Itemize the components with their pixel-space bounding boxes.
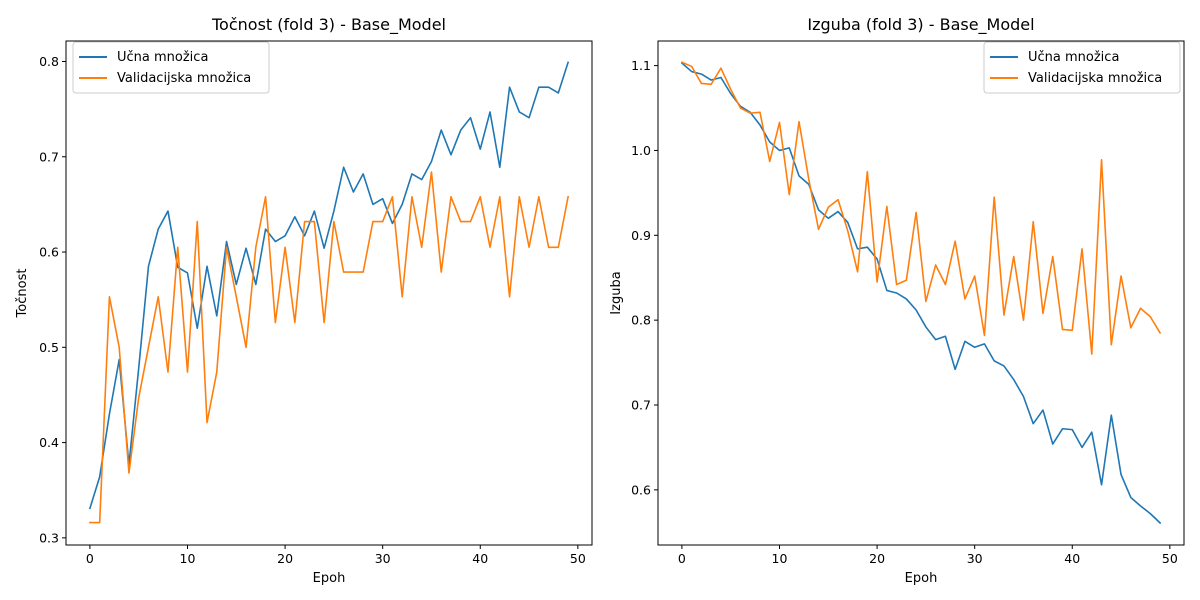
y-axis-label: Izguba [609, 271, 624, 314]
accuracy-chart: Točnost (fold 3) - Base_Model 0 10 20 30 40 5… [15, 15, 593, 586]
loss-chart: Izguba (fold 3) - Base_Model 0 10 20 30 40 50… [609, 15, 1185, 586]
legend-box [983, 41, 1181, 94]
legend: Učna množica Validacijska množica [983, 41, 1181, 94]
y-tick-label: 0.8 [39, 54, 59, 69]
x-tick-label: 20 [277, 551, 293, 566]
y-tick-label: 0.5 [39, 340, 59, 355]
x-tick-label: 10 [180, 551, 196, 566]
x-axis-label: Epoh [905, 571, 938, 586]
x-tick-label: 0 [678, 551, 686, 566]
y-tick-label: 0.6 [631, 482, 651, 497]
y-axis-label: Točnost [15, 269, 30, 319]
series-line-validation [680, 61, 1162, 355]
legend-label-train: Učna množica [117, 50, 208, 65]
chart-title: Izguba (fold 3) - Base_Model [807, 15, 1034, 35]
x-tick-label: 0 [86, 551, 94, 566]
x-tick-label: 40 [472, 551, 488, 566]
chart-title: Točnost (fold 3) - Base_Model [211, 15, 446, 35]
y-tick-label: 0.7 [39, 149, 59, 164]
y-tick-label: 0.4 [39, 435, 59, 450]
x-tick-label: 30 [375, 551, 391, 566]
x-axis-label: Epoh [313, 571, 346, 586]
y-tick-label: 1.0 [631, 143, 651, 158]
axes-frame [65, 40, 593, 546]
x-tick-label: 50 [570, 551, 586, 566]
x-tick-label: 30 [967, 551, 983, 566]
series-line-train [680, 61, 1162, 525]
axes-frame [657, 40, 1185, 546]
x-tick-label: 10 [772, 551, 788, 566]
x-tick-label: 40 [1064, 551, 1080, 566]
legend-label-train: Učna množica [1028, 50, 1119, 65]
y-tick-label: 0.3 [39, 530, 59, 545]
y-tick-label: 0.9 [631, 228, 651, 243]
plot-area: 0 10 20 30 40 50 0.3 0.4 0.5 0.6 0.7 0.8 [39, 54, 586, 566]
legend-label-validation: Validacijska množica [117, 71, 251, 86]
y-tick-label: 0.7 [631, 398, 651, 413]
x-tick-label: 20 [869, 551, 885, 566]
plot-area: 0 10 20 30 40 50 0.6 0.7 0.8 0.9 1.0 1.1 [631, 58, 1178, 566]
y-tick-label: 1.1 [631, 58, 651, 73]
series-line-validation [89, 171, 570, 524]
series-line-train [88, 61, 570, 510]
y-tick-label: 0.6 [39, 245, 59, 260]
y-tick-label: 0.8 [631, 313, 651, 328]
legend-box [72, 41, 270, 94]
legend-label-validation: Validacijska množica [1028, 71, 1162, 86]
x-tick-label: 50 [1162, 551, 1178, 566]
legend: Učna množica Validacijska množica [72, 41, 270, 94]
